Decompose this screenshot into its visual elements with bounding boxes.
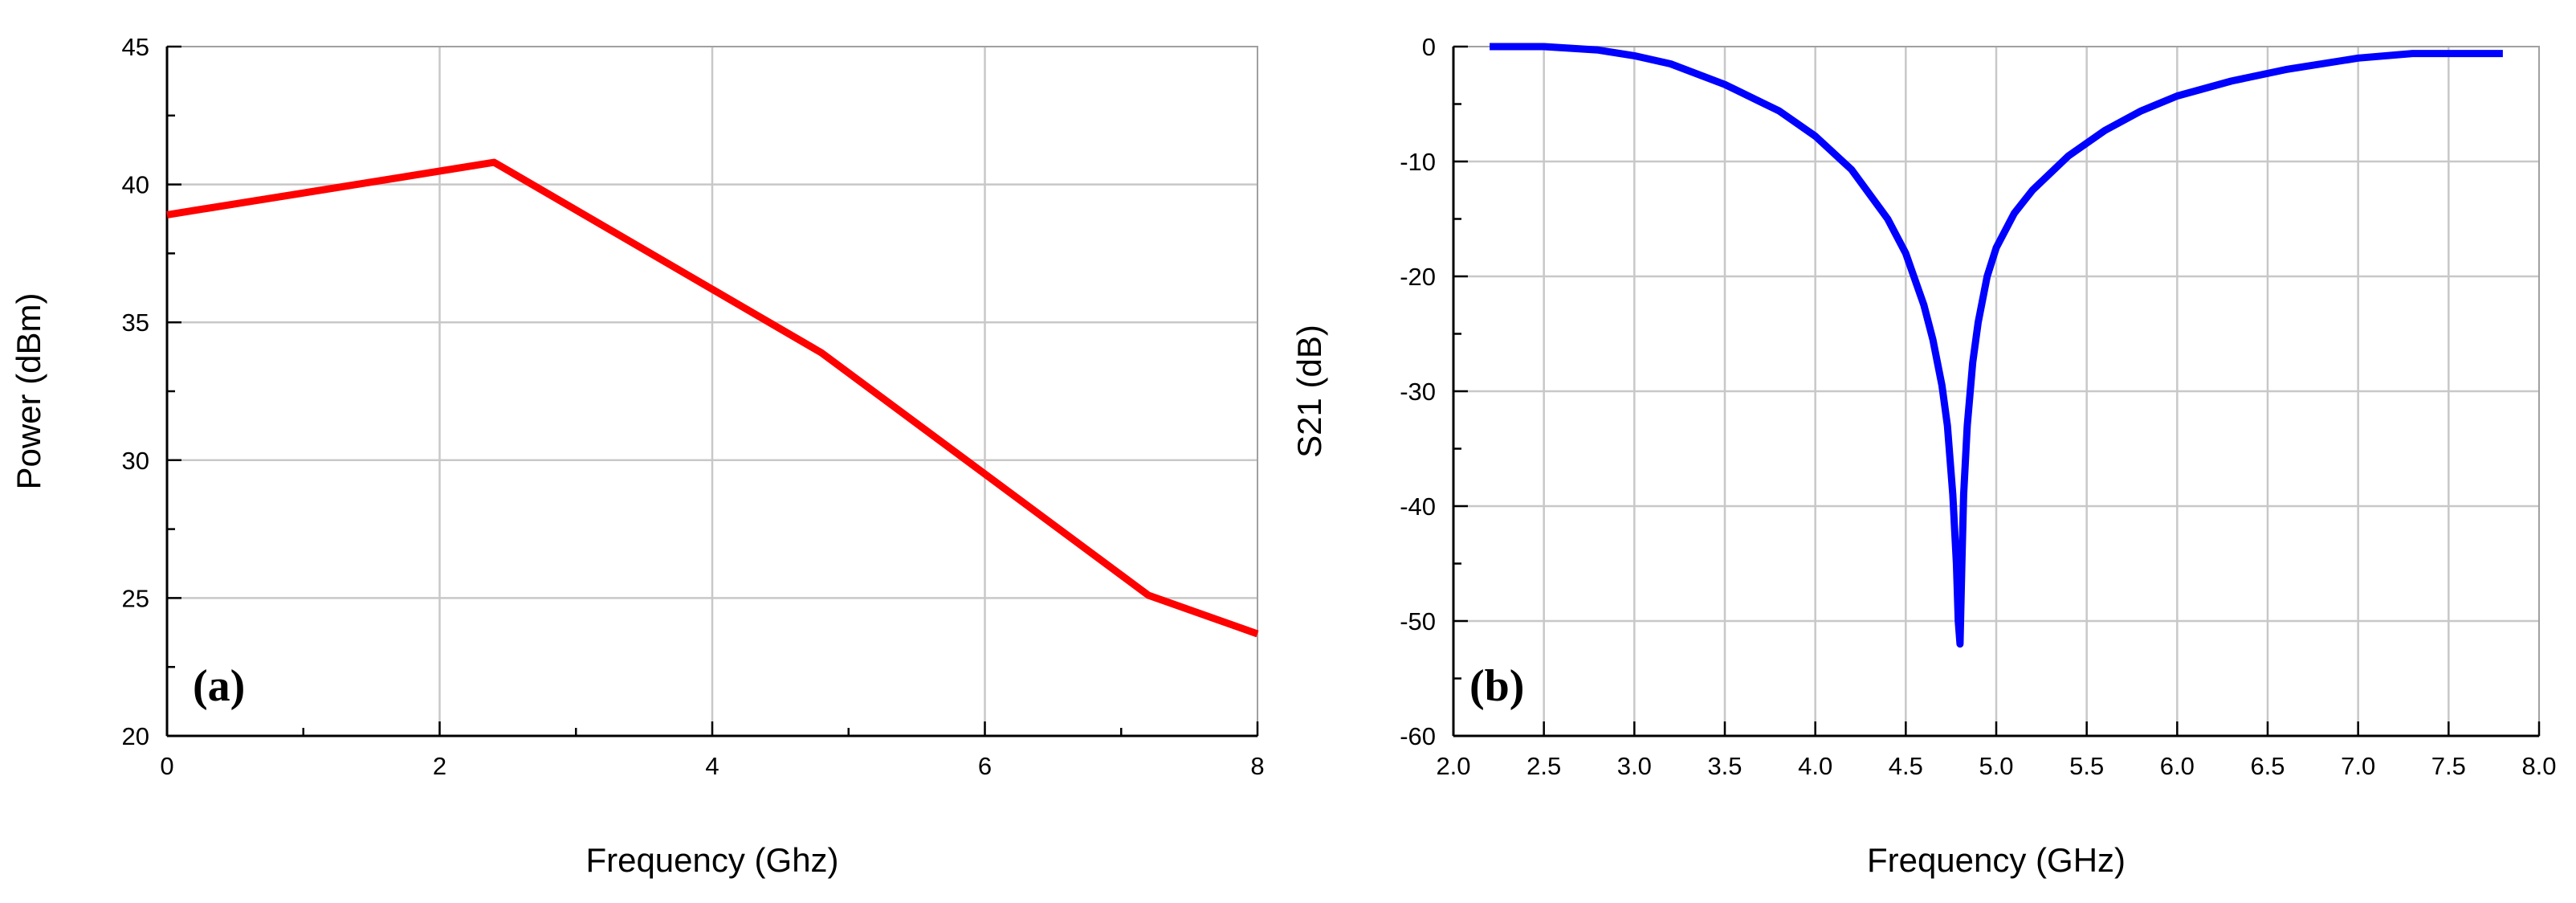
x-tick-label-b-12: 8.0 xyxy=(2521,752,2556,780)
x-tick-label-a-0: 0 xyxy=(160,752,173,780)
x-axis-title-b: Frequency (GHz) xyxy=(1867,841,2126,879)
y-tick-label-b-3: -30 xyxy=(1400,378,1436,406)
y-axis-title-b: S21 (dB) xyxy=(1290,325,1328,458)
y-tick-label-a-0: 20 xyxy=(122,722,149,750)
x-tick-label-b-2: 3.0 xyxy=(1617,752,1652,780)
x-tick-label-b-6: 5.0 xyxy=(1979,752,2013,780)
panel-label-a: (a) xyxy=(193,661,245,711)
x-tick-label-b-7: 5.5 xyxy=(2069,752,2104,780)
y-tick-label-b-1: -10 xyxy=(1400,148,1436,176)
y-axis-title-a: Power (dBm) xyxy=(10,292,47,489)
x-tick-label-a-3: 6 xyxy=(978,752,992,780)
x-tick-label-b-5: 4.5 xyxy=(1889,752,1923,780)
y-tick-label-a-4: 40 xyxy=(122,171,149,199)
y-tick-label-b-5: -50 xyxy=(1400,607,1436,635)
x-tick-label-b-10: 7.0 xyxy=(2341,752,2375,780)
y-tick-label-b-2: -20 xyxy=(1400,263,1436,291)
x-axis-title-a: Frequency (Ghz) xyxy=(585,841,838,879)
panel-label-b: (b) xyxy=(1469,661,1524,711)
y-tick-label-a-2: 30 xyxy=(122,447,149,475)
x-tick-label-b-9: 6.5 xyxy=(2250,752,2285,780)
series-line-b-0 xyxy=(1490,43,2503,648)
y-tick-label-a-3: 35 xyxy=(122,308,149,337)
x-tick-label-b-8: 6.0 xyxy=(2160,752,2195,780)
y-tick-label-b-4: -40 xyxy=(1400,492,1436,521)
chart-panel-b: 2.0 2.5 3.0 3.5 4.0 4.5 5.0 5.5 6.0 6.5 7.0 7.5 8.0 0… xyxy=(1290,33,2557,879)
x-tick-label-a-2: 4 xyxy=(705,752,719,780)
y-tick-label-b-0: 0 xyxy=(1422,33,1436,61)
y-tick-label-a-5: 45 xyxy=(122,33,149,61)
x-tick-label-a-1: 2 xyxy=(433,752,446,780)
chart-panel-a: 0 2 4 6 8 20 25 30 35 40 45 Frequency (Ghz) Power (d… xyxy=(10,33,1265,879)
x-tick-label-a-4: 8 xyxy=(1250,752,1264,780)
x-tick-label-b-11: 7.5 xyxy=(2431,752,2466,780)
x-tick-label-b-0: 2.0 xyxy=(1436,752,1470,780)
x-tick-label-b-1: 2.5 xyxy=(1526,752,1561,780)
series-line-a-0 xyxy=(166,158,1259,638)
y-tick-label-b-6: -60 xyxy=(1400,722,1436,750)
y-tick-label-a-1: 25 xyxy=(122,584,149,612)
x-tick-label-b-4: 4.0 xyxy=(1798,752,1832,780)
x-tick-label-b-3: 3.5 xyxy=(1707,752,1742,780)
